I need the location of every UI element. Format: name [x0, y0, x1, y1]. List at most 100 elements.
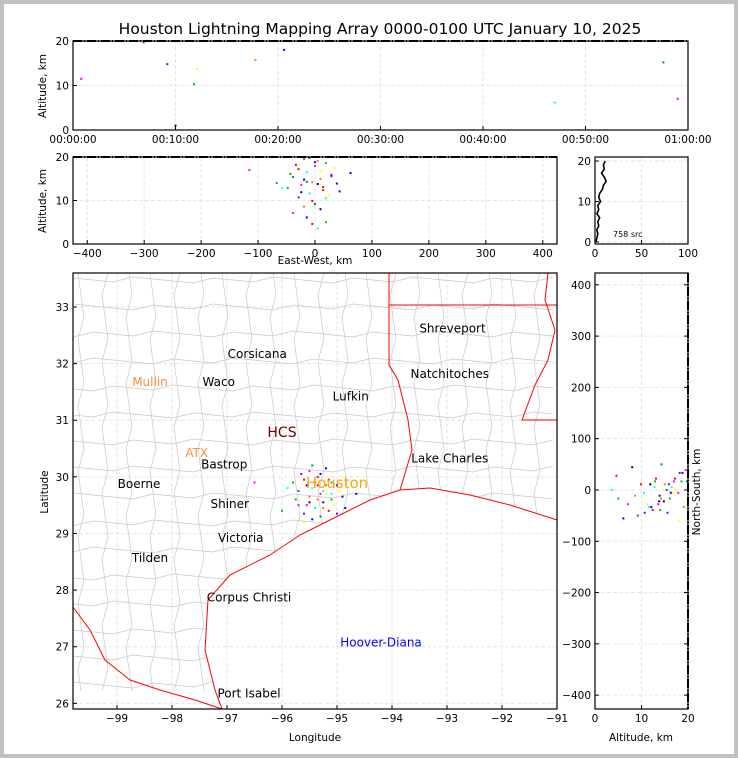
- source-point: [659, 508, 662, 511]
- source-point: [677, 491, 680, 494]
- source-point: [653, 486, 656, 489]
- source-point: [327, 509, 330, 512]
- city-label-atx: ATX: [185, 446, 208, 460]
- city-label-corpus-christi: Corpus Christi: [207, 590, 292, 604]
- source-point: [682, 506, 685, 509]
- source-point: [649, 483, 652, 486]
- county-line: [77, 273, 85, 692]
- y-tick-label: 27: [56, 642, 69, 654]
- source-point: [281, 187, 284, 190]
- y-tick-label: 20: [578, 156, 591, 168]
- time-altitude-panel: 00:00:00 00:10:00 00:20:00 00:30:00 00:40:00…: [37, 36, 712, 146]
- source-point: [617, 497, 620, 500]
- city-label-mullin: Mullin: [132, 375, 168, 389]
- county-line: [73, 357, 554, 365]
- y-axis-label: North-South, km: [691, 449, 703, 536]
- source-point: [330, 492, 333, 495]
- x-axis-label: East-West, km: [278, 255, 353, 267]
- source-point: [297, 164, 300, 167]
- x-tick-label: 400: [533, 248, 553, 260]
- city-label-hcs: HCS: [267, 425, 296, 441]
- source-point: [335, 182, 338, 185]
- lma-figure: Houston Lightning Mapping Array 0000-010…: [4, 4, 734, 754]
- county-line: [73, 519, 554, 527]
- source-point: [615, 474, 618, 477]
- x-tick-label: −99: [106, 713, 128, 725]
- source-point: [324, 162, 327, 165]
- source-point: [316, 182, 319, 185]
- source-point: [311, 464, 314, 467]
- county-line: [73, 627, 554, 635]
- y-tick-label: 32: [56, 359, 69, 371]
- x-axis-label: Altitude, km: [609, 732, 673, 744]
- source-point: [314, 161, 316, 164]
- source-point: [166, 63, 169, 66]
- source-point: [647, 506, 650, 509]
- east-west-altitude-panel: −400 −300 −200 −100 0 100 200 300 400 0 10 20 East-W…: [37, 152, 558, 267]
- source-point: [254, 59, 257, 62]
- y-tick-label: 0: [584, 237, 591, 249]
- source-point: [303, 512, 305, 515]
- source-point: [673, 477, 676, 480]
- source-point: [646, 503, 649, 506]
- y-axis-label: Altitude, km: [37, 169, 49, 233]
- x-tick-label: 01:00:00: [664, 134, 711, 146]
- source-point: [658, 500, 661, 503]
- source-point: [311, 487, 314, 490]
- y-tick-label: 0: [62, 239, 69, 251]
- source-point: [325, 484, 327, 487]
- city-label-shreveport: Shreveport: [419, 321, 486, 335]
- y-tick-label: 0: [584, 485, 591, 497]
- source-point: [660, 463, 663, 466]
- source-point: [324, 221, 327, 224]
- source-point: [330, 175, 333, 178]
- source-point: [631, 466, 634, 469]
- source-point: [308, 501, 311, 504]
- county-line: [73, 276, 554, 284]
- source-point: [275, 182, 278, 185]
- y-tick-label: 26: [56, 698, 70, 710]
- source-point: [330, 173, 333, 176]
- source-point: [675, 488, 678, 491]
- x-tick-label: −96: [271, 713, 293, 725]
- source-point: [311, 181, 314, 184]
- source-point: [305, 216, 308, 219]
- city-label-waco: Waco: [203, 375, 235, 389]
- source-point: [684, 469, 687, 472]
- source-point: [316, 498, 319, 501]
- y-tick-label: 33: [56, 302, 69, 314]
- source-point: [283, 48, 286, 51]
- source-point: [338, 490, 341, 492]
- source-point: [300, 183, 303, 186]
- source-point: [680, 480, 683, 483]
- x-tick-label: 00:30:00: [357, 134, 404, 146]
- source-point: [663, 483, 666, 486]
- county-line: [533, 273, 541, 692]
- altitude-histogram-line: [595, 160, 608, 243]
- x-tick-label: 10: [635, 713, 648, 725]
- x-tick-label: 0: [312, 248, 319, 260]
- county-line: [293, 273, 301, 692]
- county-line: [73, 465, 554, 473]
- x-tick-label: −95: [326, 713, 348, 725]
- county-line: [125, 273, 133, 692]
- source-point: [662, 500, 665, 503]
- source-point: [253, 481, 256, 484]
- source-point: [142, 41, 145, 44]
- source-point: [553, 101, 556, 104]
- source-point: [325, 467, 327, 470]
- x-tick-label: −94: [381, 713, 403, 725]
- source-point: [319, 177, 322, 180]
- plan-view-map-panel: −99 −98 −97 −96 −95 −94 −93 −92 −91 26 27 28 29 30 31 3…: [39, 272, 568, 744]
- county-line: [73, 654, 554, 662]
- county-line: [485, 273, 493, 692]
- county-line: [437, 273, 445, 692]
- source-point: [642, 491, 645, 494]
- county-line: [509, 273, 517, 692]
- x-tick-label: 00:20:00: [254, 134, 301, 146]
- source-point: [303, 478, 305, 481]
- x-tick-label: −98: [161, 713, 183, 725]
- source-point: [292, 176, 295, 179]
- y-tick-label: 29: [56, 528, 69, 540]
- source-point: [314, 165, 316, 168]
